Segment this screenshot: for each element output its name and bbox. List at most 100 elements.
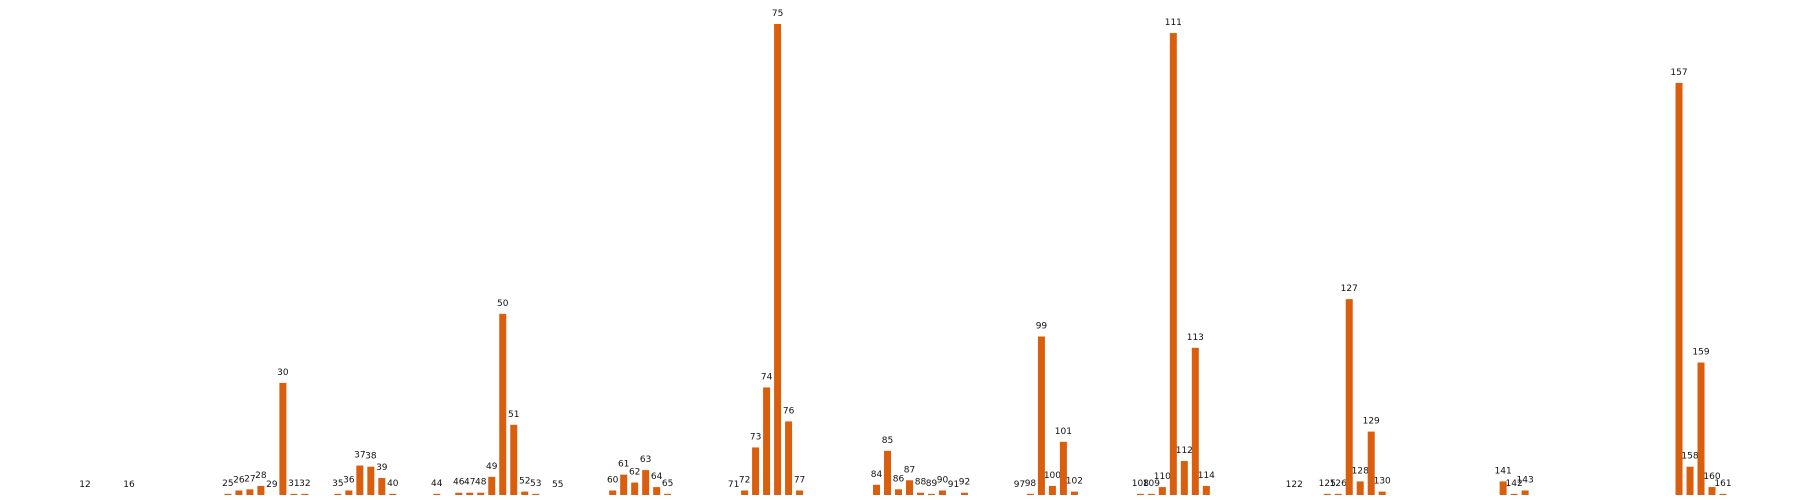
bar xyxy=(1367,431,1375,495)
bar xyxy=(1169,33,1177,496)
bar-label: 62 xyxy=(629,468,640,478)
bar xyxy=(763,387,771,495)
bar xyxy=(290,493,298,495)
bar xyxy=(1180,461,1188,495)
bar xyxy=(741,490,749,495)
bar xyxy=(927,493,935,495)
bar xyxy=(477,492,485,495)
bar-label: 46 xyxy=(453,478,465,488)
bar-label: 127 xyxy=(1341,284,1358,294)
bar-label: 89 xyxy=(926,479,938,489)
bar-label: 99 xyxy=(1036,321,1048,331)
bar xyxy=(1356,481,1364,495)
bar xyxy=(279,382,287,495)
bar-label: 77 xyxy=(794,475,805,485)
bar xyxy=(1037,336,1045,495)
bar-label: 102 xyxy=(1066,477,1083,487)
bar-label: 141 xyxy=(1495,466,1512,476)
bar-label: 91 xyxy=(948,480,959,490)
bar-label: 16 xyxy=(123,480,135,490)
bar-label: 38 xyxy=(365,452,377,462)
bar xyxy=(466,492,474,495)
bar xyxy=(510,424,518,495)
bar xyxy=(1510,493,1518,495)
bar-label: 112 xyxy=(1176,446,1193,456)
bar-label: 35 xyxy=(332,479,343,489)
bar xyxy=(521,491,529,495)
bar-label: 71 xyxy=(728,480,739,490)
bar xyxy=(1147,493,1155,495)
bar xyxy=(1191,347,1199,495)
bar xyxy=(488,476,496,495)
bar xyxy=(1686,466,1694,495)
bar-label: 97 xyxy=(1014,480,1025,490)
bar-label: 28 xyxy=(255,471,267,481)
bar xyxy=(1697,362,1705,495)
bar xyxy=(873,484,881,495)
bar-label: 110 xyxy=(1154,472,1171,482)
bar-label: 159 xyxy=(1692,348,1709,358)
bar xyxy=(1136,493,1144,495)
bar-label: 29 xyxy=(266,480,278,490)
bar-label: 60 xyxy=(607,475,619,485)
bar xyxy=(1048,485,1056,495)
bar-label: 90 xyxy=(937,475,949,485)
bar-label: 36 xyxy=(343,475,355,485)
bar xyxy=(620,474,628,495)
bar xyxy=(1158,487,1166,495)
bar-label: 158 xyxy=(1681,452,1698,462)
bar xyxy=(367,466,375,495)
bar-label: 65 xyxy=(662,479,673,489)
bar xyxy=(609,490,617,495)
bar xyxy=(1345,299,1353,495)
bar-label: 49 xyxy=(486,462,498,472)
bar-label: 44 xyxy=(431,479,443,489)
bar-label: 86 xyxy=(893,474,905,484)
bar xyxy=(1708,487,1716,495)
bar-label: 114 xyxy=(1198,471,1215,481)
bar-label: 72 xyxy=(739,475,750,485)
bar xyxy=(752,447,760,495)
bar xyxy=(785,421,793,495)
bar xyxy=(334,493,342,495)
bar-label: 160 xyxy=(1703,472,1720,482)
bar xyxy=(1323,493,1331,495)
bar-label: 63 xyxy=(640,455,651,465)
bar-label: 12 xyxy=(79,480,90,490)
bar-label: 100 xyxy=(1044,471,1061,481)
bar xyxy=(916,492,924,495)
bar-label: 75 xyxy=(772,9,783,19)
bar xyxy=(257,485,265,495)
bar xyxy=(1521,490,1529,495)
bar xyxy=(1059,441,1067,495)
bar-label: 130 xyxy=(1374,477,1391,487)
bar-label: 52 xyxy=(519,477,530,487)
bar-label: 64 xyxy=(651,472,663,482)
bar-label: 26 xyxy=(233,475,245,485)
bar-label: 98 xyxy=(1025,479,1037,489)
bar-label: 48 xyxy=(475,478,487,488)
bar-label: 88 xyxy=(915,478,927,488)
bar-label: 27 xyxy=(244,474,255,484)
bar-label: 76 xyxy=(783,406,795,416)
bar-label: 113 xyxy=(1187,333,1204,343)
bar xyxy=(356,465,364,495)
bar-label: 129 xyxy=(1363,417,1380,427)
bar-label: 37 xyxy=(354,451,365,461)
bar-label: 126 xyxy=(1330,479,1347,489)
bar-label: 142 xyxy=(1506,479,1523,489)
bar xyxy=(905,480,913,495)
bar-label: 55 xyxy=(552,480,563,490)
bar xyxy=(224,493,232,495)
bar-label: 122 xyxy=(1286,480,1303,490)
bar xyxy=(895,489,903,495)
bar-label: 40 xyxy=(387,479,399,489)
bar-label: 73 xyxy=(750,432,761,442)
bar-label: 61 xyxy=(618,460,629,470)
bar xyxy=(455,492,463,495)
bar-label: 51 xyxy=(508,410,519,420)
bar-label: 128 xyxy=(1352,466,1369,476)
bar xyxy=(389,493,397,495)
bar xyxy=(1719,493,1727,495)
